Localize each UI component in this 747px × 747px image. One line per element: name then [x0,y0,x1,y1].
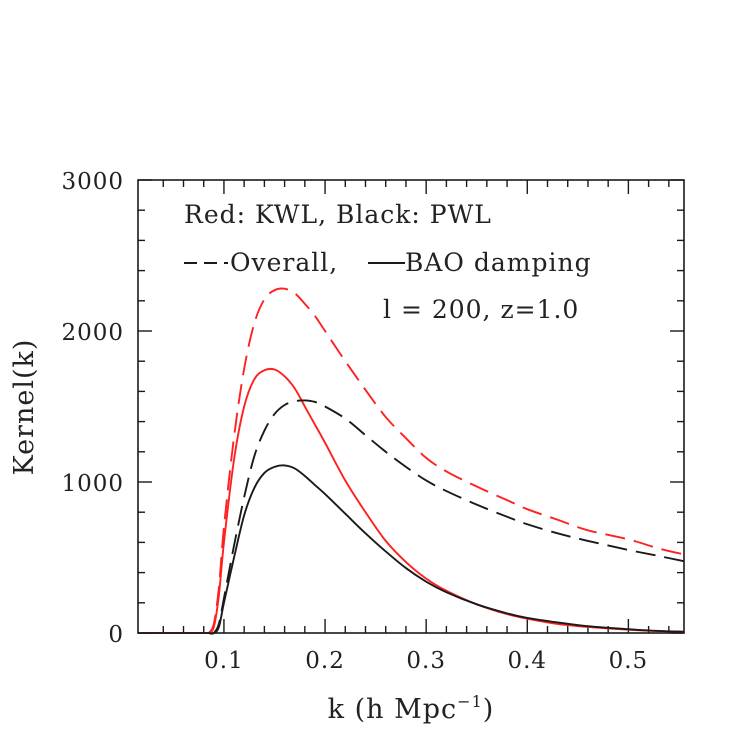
series-line-black-dashed [208,399,685,635]
annotation-line-2b: BAO damping [405,248,592,277]
annotation-line-1: Red: KWL, Black: PWL [184,200,492,229]
series-line-red-dashed [207,287,685,634]
tick-labels: 0.1 0.2 0.3 0.4 0.5 0 1000 2000 3000 [61,169,649,674]
y-tick-label: 1000 [61,471,124,497]
x-tick-label: 0.1 [204,648,244,674]
annotation-line-2a: Overall, [230,248,338,277]
y-axis-label: Kernel(k) [9,339,40,476]
x-tick-label: 0.2 [305,648,345,674]
series-line-black-solid [208,464,685,635]
x-axis-label: k (h Mpc−1) [328,692,495,725]
plot-frame [137,179,685,634]
x-tick-label: 0.4 [507,648,547,674]
y-tick-label: 0 [108,622,124,648]
x-axis-label-main: k (h Mpc [328,694,458,725]
y-tick-label: 2000 [61,320,124,346]
x-tick-label: 0.5 [609,648,649,674]
annotation-line-3: l = 200, z=1.0 [383,295,579,324]
x-tick-label: 0.3 [406,648,446,674]
data-curves [138,287,685,635]
axis-ticks [138,179,684,634]
series-line-red-solid [208,367,685,634]
x-axis-label-exponent: −1 [457,692,483,711]
x-axis-label-close: ) [483,694,495,725]
legend-annotation: Red: KWL, Black: PWL Overall, BAO dampin… [184,200,592,324]
y-tick-label: 3000 [61,169,124,195]
